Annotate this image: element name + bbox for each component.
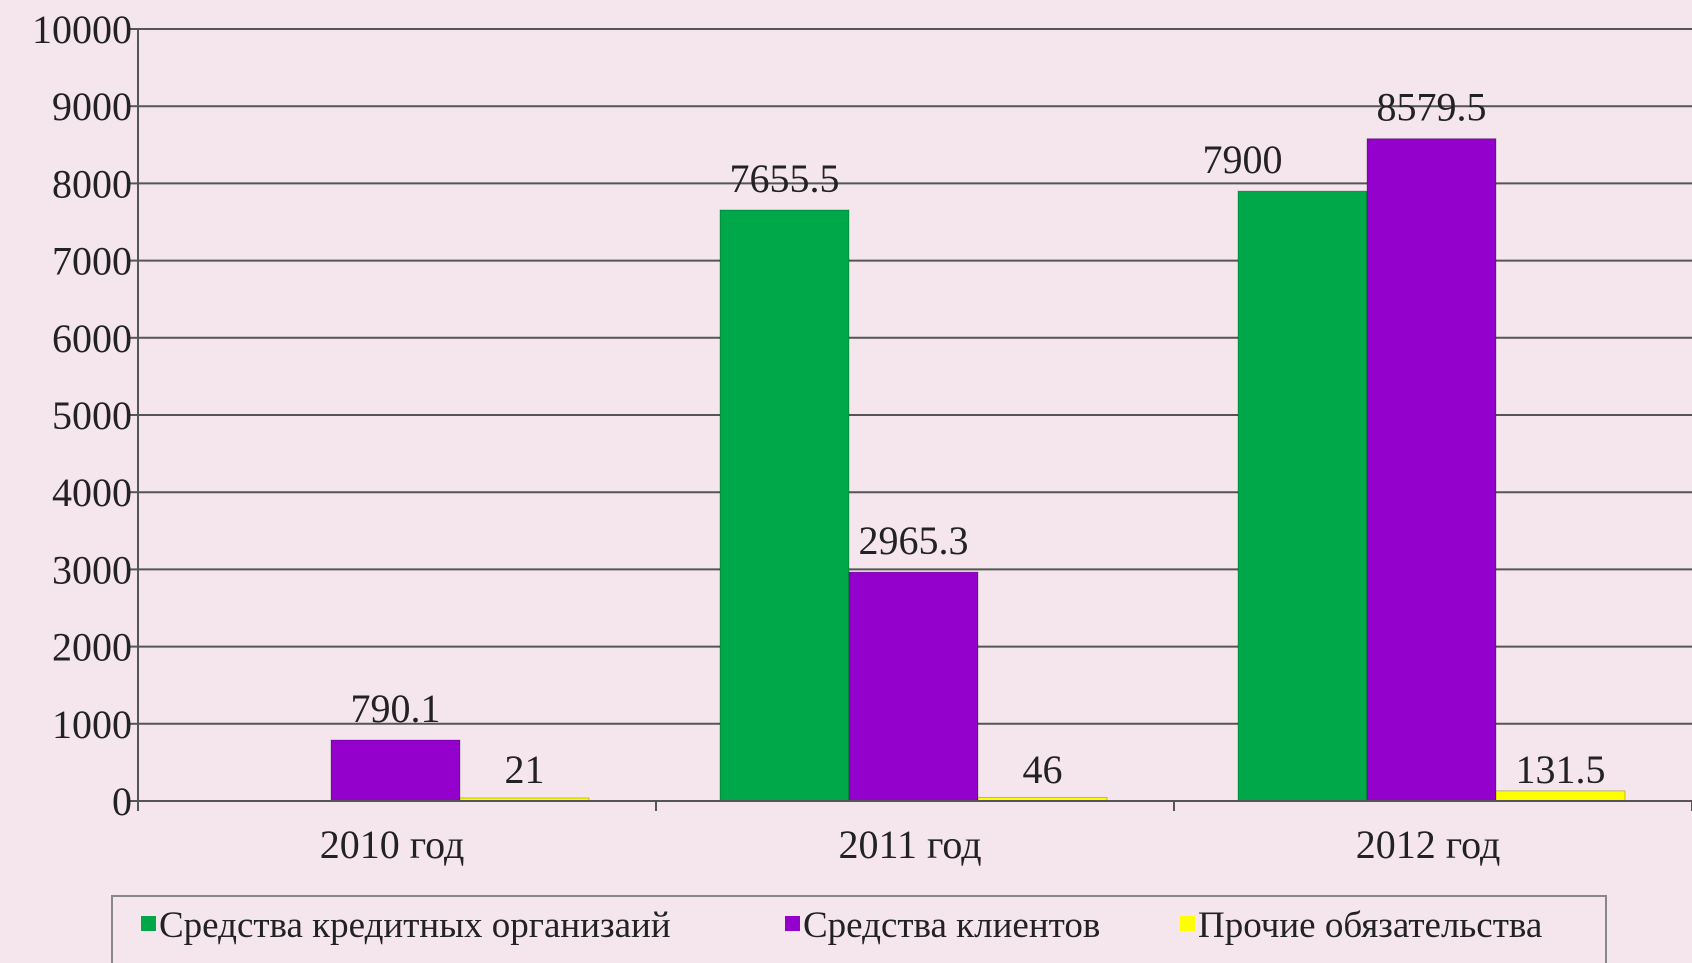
axes bbox=[137, 29, 1692, 811]
data-label: 790.1 bbox=[351, 686, 441, 731]
x-category-label: 2011 год bbox=[838, 822, 981, 867]
legend-swatch-2 bbox=[785, 916, 800, 931]
data-label: 8579.5 bbox=[1377, 85, 1487, 130]
y-tick-label: 7000 bbox=[52, 239, 132, 284]
legend-swatch-1 bbox=[141, 916, 156, 931]
y-axis-ticks: 0 1000 2000 3000 4000 5000 6000 7000 8000 9000 100… bbox=[32, 7, 138, 824]
y-tick-label: 9000 bbox=[52, 84, 132, 129]
data-label: 7900 bbox=[1203, 137, 1283, 182]
x-category-label: 2010 год bbox=[320, 822, 465, 867]
legend-swatch-3 bbox=[1180, 916, 1195, 931]
bar-1-2 bbox=[719, 209, 850, 802]
data-label: 2965.3 bbox=[859, 518, 969, 563]
y-tick-label: 3000 bbox=[52, 547, 132, 592]
legend: Средства кредитных организаий Средства кл… bbox=[111, 895, 1607, 963]
legend-box bbox=[111, 895, 1607, 963]
y-tick-label: 4000 bbox=[52, 470, 132, 515]
data-labels: 790.1 21 7655.5 2965.3 46 7900 8579.5 131.5 bbox=[351, 85, 1606, 792]
bar-2-1 bbox=[330, 739, 461, 802]
legend-label-3: Прочие обязательства bbox=[1198, 905, 1542, 946]
y-tick-label: 0 bbox=[112, 779, 132, 824]
bar-3-3 bbox=[1495, 790, 1626, 802]
data-label: 46 bbox=[1023, 747, 1063, 792]
data-label: 21 bbox=[505, 747, 545, 792]
bar-2-2 bbox=[848, 571, 979, 802]
y-tick-label: 5000 bbox=[52, 393, 132, 438]
bars bbox=[330, 138, 1626, 802]
y-tick-label: 1000 bbox=[52, 702, 132, 747]
y-tick-label: 10000 bbox=[32, 7, 132, 52]
data-label: 131.5 bbox=[1516, 747, 1606, 792]
x-axis-categories: 2010 год 2011 год 2012 год bbox=[320, 822, 1501, 867]
x-category-label: 2012 год bbox=[1356, 822, 1501, 867]
bar-1-3 bbox=[1237, 190, 1368, 802]
bar-2-3 bbox=[1366, 138, 1497, 802]
y-tick-label: 8000 bbox=[52, 161, 132, 206]
gridlines bbox=[138, 28, 1692, 725]
legend-label-1: Средства кредитных организаий bbox=[159, 905, 671, 946]
y-tick-label: 6000 bbox=[52, 316, 132, 361]
legend-label-2: Средства клиентов bbox=[803, 905, 1100, 946]
data-label: 7655.5 bbox=[730, 156, 840, 201]
y-tick-label: 2000 bbox=[52, 625, 132, 670]
